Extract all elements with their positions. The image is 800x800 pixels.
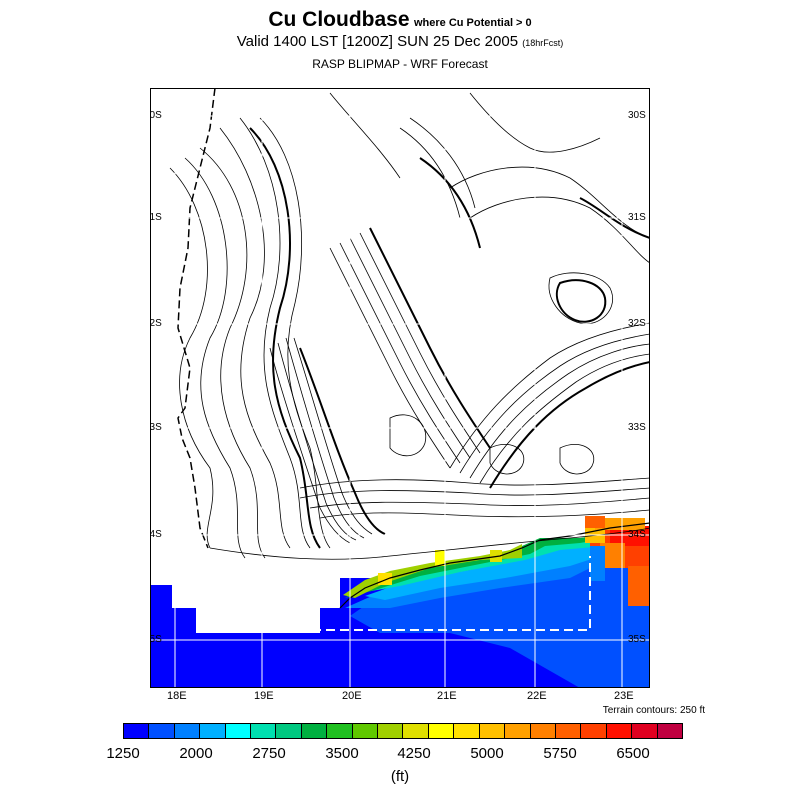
color-scale-swatch: [301, 724, 328, 738]
color-scale-label: 1250: [106, 745, 140, 762]
terrain-contours: [169, 92, 650, 560]
color-scale-swatch: [352, 724, 379, 738]
color-scale-swatch: [378, 724, 404, 738]
cloudbase-cell-east-7: [585, 516, 605, 528]
latitude-label-left: 30S: [150, 110, 162, 121]
color-scale-label: 4250: [397, 745, 431, 762]
domain-boundary-west: [177, 88, 216, 549]
title-qualifier: where Cu Potential > 0: [413, 17, 532, 29]
color-scale-swatch: [530, 724, 556, 738]
color-scale-label: 5750: [543, 745, 577, 762]
color-scale-swatch: [581, 724, 607, 738]
subtitle: RASP BLIPMAP - WRF Forecast: [312, 57, 488, 71]
terrain-contours-bold: [249, 127, 650, 549]
latitude-label-left: 34S: [150, 529, 162, 540]
valid-time-line: Valid 1400 LST [1200Z] SUN 25 Dec 2005 (…: [0, 33, 800, 50]
color-scale-swatch: [225, 724, 252, 738]
map-border: [150, 88, 650, 688]
color-scale-swatch: [251, 724, 277, 738]
color-scale-swatch: [606, 724, 633, 738]
cloudbase-cell-east-8: [590, 546, 605, 581]
longitude-label-bottom: 18E: [167, 690, 187, 702]
cloudbase-cell-east-2: [610, 526, 650, 546]
latitude-label-right: 32S: [628, 318, 646, 329]
color-scale-swatch: [454, 724, 480, 738]
latitude-label-right: 30S: [628, 110, 646, 121]
color-scale-swatch: [428, 724, 455, 738]
color-scale-swatch: [149, 724, 175, 738]
color-scale-swatch: [479, 724, 506, 738]
cloudbase-cell-east-5: [595, 518, 645, 530]
latitude-label-left: 32S: [150, 318, 162, 329]
cloudbase-cell-yellow-1: [435, 550, 445, 566]
cloudbase-cell-east-6: [628, 566, 650, 606]
latitude-label-right: 33S: [628, 422, 646, 433]
cloudbase-cell-yellow-3: [378, 573, 392, 585]
color-scale-swatch: [632, 724, 658, 738]
color-scale-label: 3500: [325, 745, 359, 762]
longitude-label-bottom: 23E: [614, 690, 634, 702]
inner-domain-box: [207, 556, 591, 631]
color-scale-swatch: [403, 724, 429, 738]
color-scale-swatch: [124, 724, 150, 738]
latitude-label-right: 31S: [628, 212, 646, 223]
valid-time: Valid 1400 LST [1200Z] SUN 25 Dec 2005: [236, 33, 519, 50]
longitude-label-bottom: 22E: [527, 690, 547, 702]
color-scale-label: 6500: [616, 745, 650, 762]
color-scale-label: 2000: [179, 745, 213, 762]
chart-title: Cu Cloudbase: [268, 8, 410, 31]
scale-units: (ft): [390, 768, 410, 785]
cloudbase-field: [150, 516, 650, 688]
color-scale-swatch: [276, 724, 302, 738]
color-scale-label: 5000: [470, 745, 504, 762]
cloudbase-shading-light-blue: [365, 538, 650, 600]
latitude-label-left: 33S: [150, 422, 162, 433]
title-line: Cu Cloudbase where Cu Potential > 0: [0, 8, 800, 32]
color-scale-swatch: [657, 724, 682, 738]
color-scale-bar: [123, 723, 683, 739]
color-scale-swatch: [174, 724, 201, 738]
color-scale-label: 2750: [252, 745, 286, 762]
map-svg: [150, 88, 650, 688]
longitude-label-bottom: 20E: [342, 690, 362, 702]
longitude-label-bottom: 21E: [437, 690, 457, 702]
color-scale-swatch: [505, 724, 531, 738]
color-scale-swatch: [327, 724, 353, 738]
terrain-contours-note: Terrain contours: 250 ft: [602, 705, 705, 716]
forecast-hours: (18hrFcst): [522, 38, 564, 48]
latitude-label-left: 31S: [150, 212, 162, 223]
latitude-label-right: 35S: [628, 634, 646, 645]
lat-lon-grid: [150, 88, 650, 688]
cloudbase-shading-teal: [360, 528, 650, 593]
color-scale-swatch: [555, 724, 582, 738]
latitude-label-left: 35S: [150, 634, 162, 645]
longitude-label-bottom: 19E: [254, 690, 274, 702]
cloudbase-shading-yellow-green: [343, 544, 522, 598]
color-scale-swatch: [200, 724, 226, 738]
latitude-label-right: 34S: [628, 529, 646, 540]
